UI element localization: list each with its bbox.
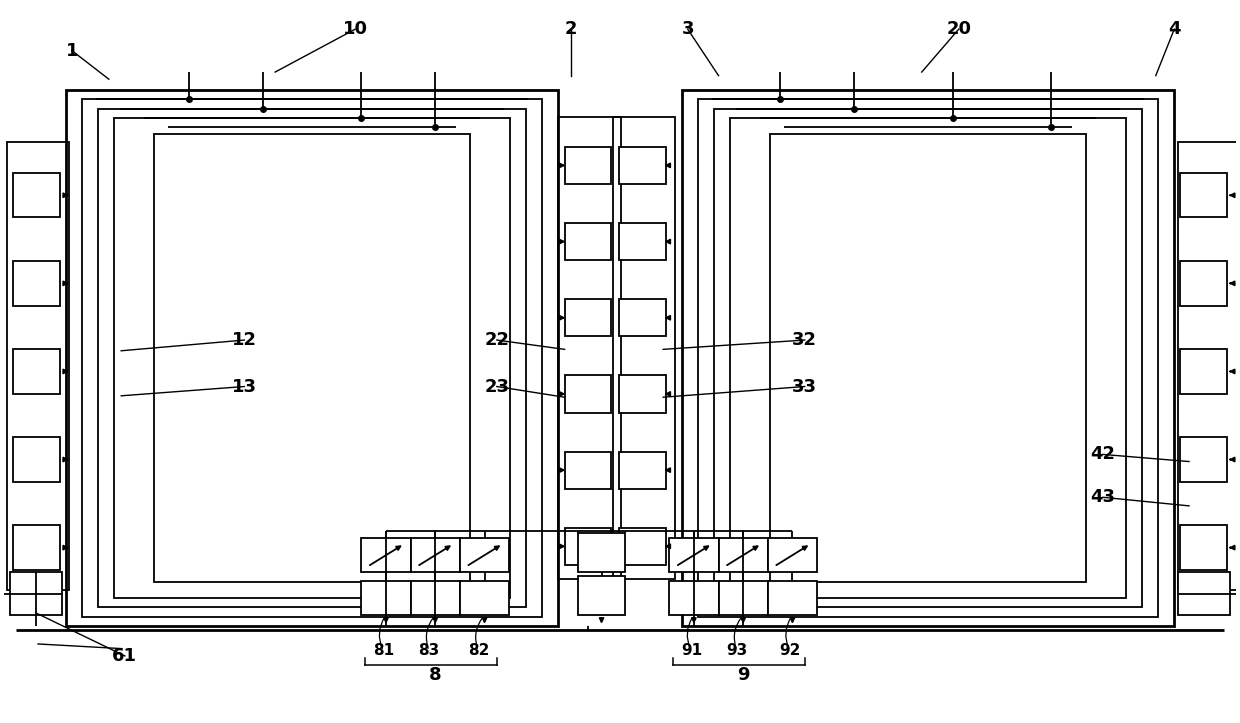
- Bar: [114, 118, 511, 598]
- Text: 8: 8: [429, 666, 441, 683]
- Bar: [82, 99, 542, 617]
- Bar: [564, 375, 611, 413]
- Text: 13: 13: [232, 377, 257, 395]
- Text: 3: 3: [682, 20, 694, 38]
- Text: 32: 32: [792, 331, 817, 349]
- Bar: [155, 134, 470, 581]
- Text: 61: 61: [113, 647, 138, 665]
- Bar: [410, 538, 460, 573]
- Bar: [564, 147, 611, 184]
- Bar: [564, 223, 611, 260]
- Text: 82: 82: [467, 643, 489, 659]
- Text: 12: 12: [232, 331, 257, 349]
- Bar: [770, 134, 1085, 581]
- Bar: [1180, 173, 1228, 218]
- Bar: [619, 452, 666, 489]
- Bar: [6, 142, 69, 590]
- Bar: [12, 173, 60, 218]
- Bar: [564, 299, 611, 336]
- Bar: [1180, 526, 1228, 570]
- Bar: [361, 581, 410, 615]
- Bar: [12, 526, 60, 570]
- Bar: [12, 349, 60, 393]
- Text: 43: 43: [1090, 488, 1115, 506]
- Bar: [682, 90, 1174, 626]
- Bar: [10, 573, 62, 615]
- Bar: [670, 538, 718, 573]
- Text: 92: 92: [779, 643, 801, 659]
- Bar: [66, 90, 558, 626]
- Text: 83: 83: [418, 643, 440, 659]
- Bar: [578, 533, 625, 573]
- Text: 2: 2: [564, 20, 577, 38]
- Bar: [1180, 437, 1228, 482]
- Text: 42: 42: [1090, 445, 1115, 463]
- Bar: [460, 538, 510, 573]
- Bar: [670, 581, 718, 615]
- Text: 93: 93: [727, 643, 748, 659]
- Bar: [613, 117, 676, 579]
- Bar: [729, 118, 1126, 598]
- Bar: [718, 581, 768, 615]
- Bar: [718, 538, 768, 573]
- Bar: [713, 108, 1142, 607]
- Text: 91: 91: [681, 643, 702, 659]
- Bar: [578, 576, 625, 615]
- Bar: [1178, 142, 1240, 590]
- Text: 23: 23: [485, 377, 510, 395]
- Bar: [768, 581, 817, 615]
- Text: 22: 22: [485, 331, 510, 349]
- Bar: [619, 147, 666, 184]
- Bar: [619, 375, 666, 413]
- Bar: [619, 528, 666, 565]
- Text: 10: 10: [342, 20, 368, 38]
- Bar: [619, 223, 666, 260]
- Bar: [460, 581, 510, 615]
- Bar: [12, 437, 60, 482]
- Bar: [1180, 261, 1228, 306]
- Bar: [564, 528, 611, 565]
- Bar: [361, 538, 410, 573]
- Bar: [98, 108, 527, 607]
- Bar: [1180, 349, 1228, 393]
- Bar: [619, 299, 666, 336]
- Bar: [564, 452, 611, 489]
- Text: 33: 33: [792, 377, 817, 395]
- Text: 20: 20: [946, 20, 971, 38]
- Bar: [410, 581, 460, 615]
- Text: 1: 1: [66, 42, 78, 59]
- Bar: [1178, 573, 1230, 615]
- Text: 9: 9: [737, 666, 749, 683]
- Text: 4: 4: [1168, 20, 1180, 38]
- Bar: [698, 99, 1158, 617]
- Bar: [12, 261, 60, 306]
- Bar: [558, 117, 621, 579]
- Bar: [768, 538, 817, 573]
- Text: 81: 81: [373, 643, 394, 659]
